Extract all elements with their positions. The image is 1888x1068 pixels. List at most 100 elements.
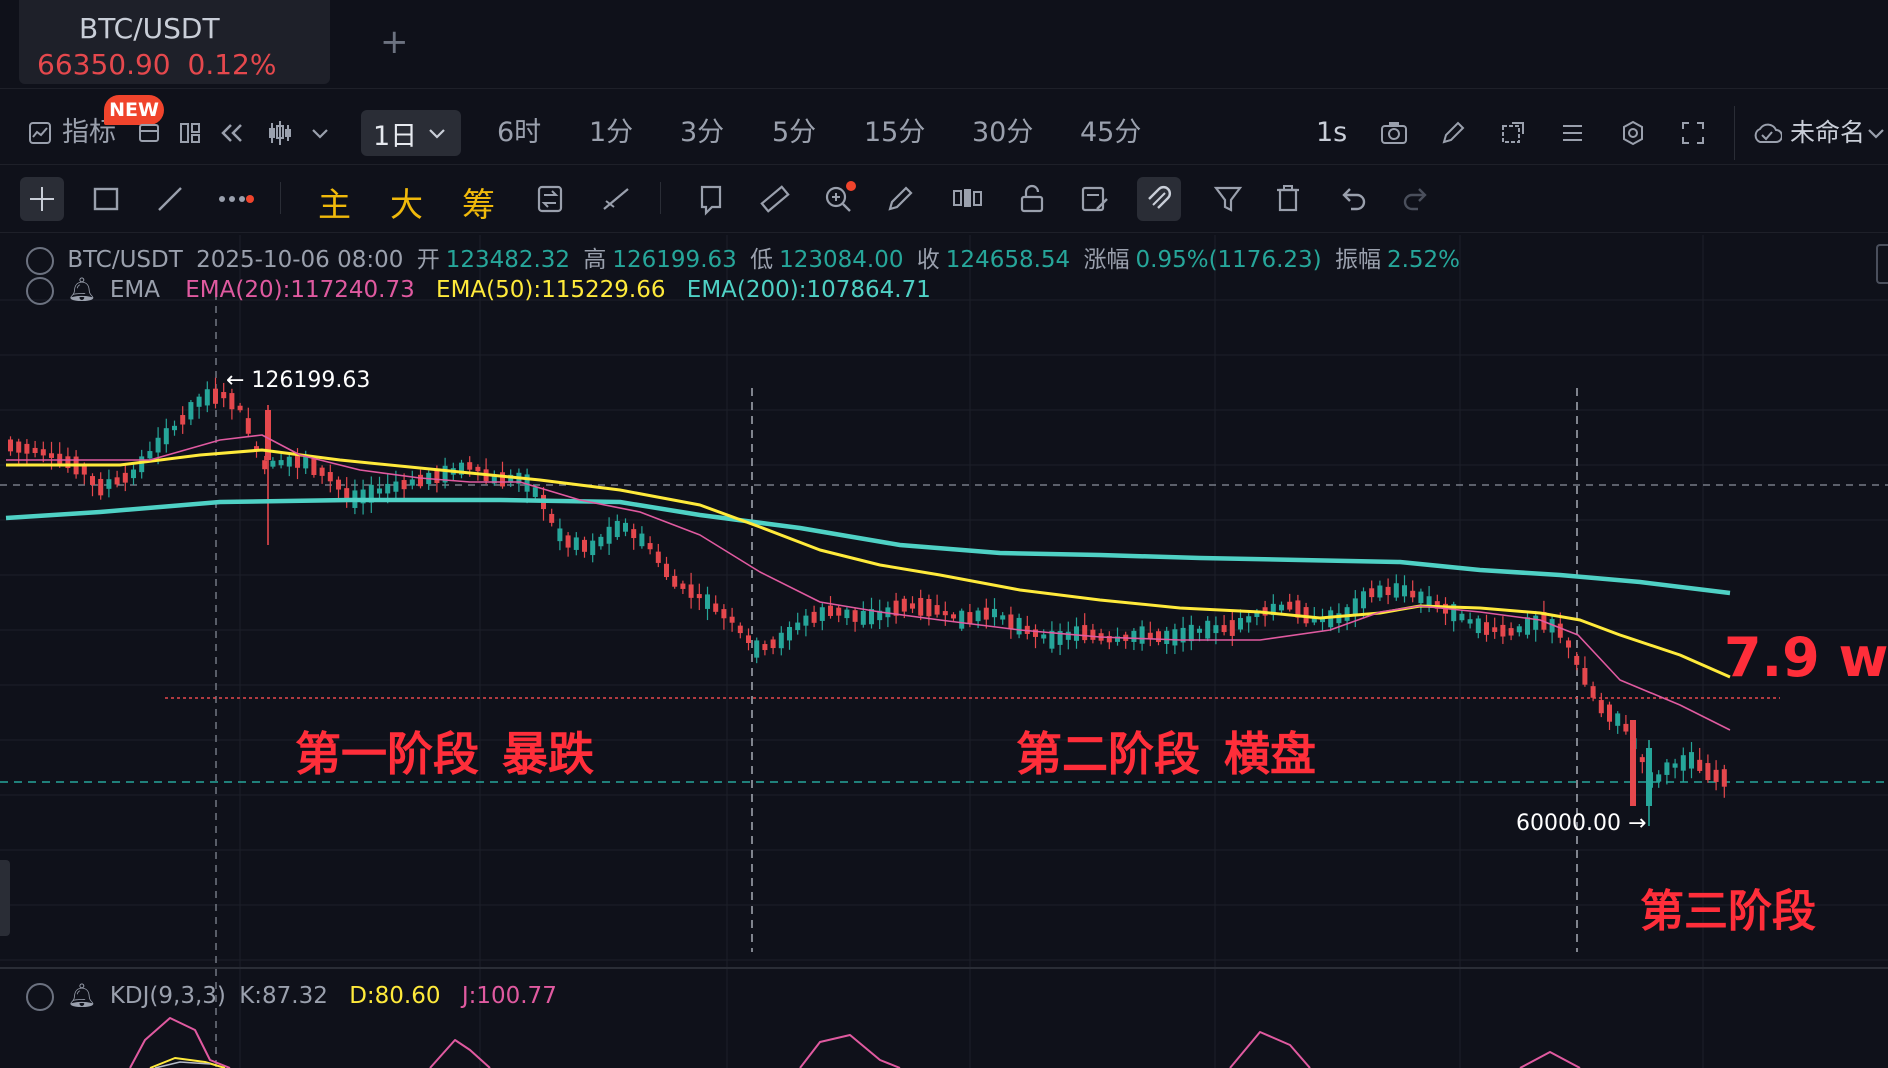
redo-button[interactable] <box>1394 177 1438 221</box>
candle-body <box>40 449 46 456</box>
candle-body <box>368 484 374 503</box>
ema50-value: EMA(50):115229.66 <box>436 277 666 303</box>
filter-tool[interactable] <box>1206 177 1250 221</box>
symbol-tab[interactable]: BTC/USDT 66350.90 0.12% <box>19 0 330 84</box>
candle-body <box>131 469 136 479</box>
redo-icon <box>1403 188 1427 211</box>
candle-body <box>762 644 768 651</box>
swap-icon <box>537 185 563 213</box>
layout-grid-icon[interactable] <box>178 121 202 145</box>
divider <box>1734 106 1735 160</box>
refresh-rate[interactable]: 1s <box>1316 117 1348 148</box>
kdj-j-line <box>1519 1051 1581 1068</box>
right-panel-handle[interactable] <box>1876 244 1888 284</box>
candle-body <box>1287 601 1293 610</box>
kdj-k-line <box>154 1061 211 1068</box>
legend-symbol: BTC/USDT <box>67 247 183 273</box>
candle-body <box>557 528 563 542</box>
pattern-tool[interactable] <box>945 177 989 221</box>
trash-icon <box>1277 185 1299 212</box>
candle-body <box>475 466 481 472</box>
interval-1m[interactable]: 1分 <box>589 117 634 148</box>
candle-body <box>1320 616 1325 623</box>
candle-body <box>672 575 678 587</box>
candle-body <box>49 453 54 458</box>
candle-body <box>524 474 530 492</box>
candle-body <box>951 614 956 619</box>
indicator-chart-icon[interactable] <box>28 121 52 145</box>
collapse-toggle-icon[interactable] <box>26 982 54 1011</box>
candle-body <box>746 635 751 643</box>
compare-tool[interactable] <box>528 177 572 221</box>
crosshair-tool[interactable] <box>20 177 64 221</box>
interval-selector[interactable]: 1日 <box>361 110 461 156</box>
new-badge: NEW <box>104 95 164 125</box>
candle-body <box>57 453 63 464</box>
candle-body <box>491 476 497 484</box>
candle-body <box>1188 624 1194 642</box>
candle-body <box>1680 755 1686 771</box>
candle-body <box>442 465 448 483</box>
collapse-toggle-icon[interactable] <box>26 246 54 275</box>
rectangle-tool[interactable] <box>84 177 128 221</box>
settings-icon[interactable] <box>1620 120 1646 146</box>
candle-body <box>811 611 817 623</box>
collapse-toggle-icon[interactable] <box>26 276 54 305</box>
zoom-tool[interactable] <box>817 177 861 221</box>
chevron-down-icon[interactable] <box>1866 124 1886 144</box>
candle-body <box>992 608 997 618</box>
candle-body <box>1147 632 1153 639</box>
chip-distribution-button[interactable]: 筹 <box>462 185 495 224</box>
cloud-icon[interactable] <box>1752 120 1782 146</box>
chevron-down-icon[interactable] <box>310 124 330 144</box>
candle-body <box>713 603 719 612</box>
candle-body <box>942 611 948 616</box>
popout-icon[interactable] <box>1500 120 1526 146</box>
candle-body <box>1656 774 1662 782</box>
main-chart-button[interactable]: 主 <box>318 185 351 224</box>
more-tools[interactable] <box>212 177 256 221</box>
interval-15m[interactable]: 15分 <box>864 117 926 148</box>
price-chart[interactable] <box>0 230 1888 1068</box>
replay-back-icon[interactable] <box>218 121 246 145</box>
bell-icon[interactable]: 🔔︎ <box>67 983 97 1009</box>
candle-body <box>631 529 637 539</box>
lock-tool[interactable] <box>1010 177 1054 221</box>
magnet-tool[interactable] <box>1137 177 1181 221</box>
candle-body <box>1065 631 1071 640</box>
ruler-tool[interactable] <box>753 177 797 221</box>
open-label: 开 <box>416 247 440 273</box>
text-note-tool[interactable] <box>690 177 734 221</box>
interval-5m[interactable]: 5分 <box>772 117 817 148</box>
interval-45m[interactable]: 45分 <box>1080 117 1142 148</box>
candle-body <box>877 610 883 621</box>
add-tab-button[interactable]: + <box>380 22 409 62</box>
delete-tool[interactable] <box>1266 177 1310 221</box>
interval-30m[interactable]: 30分 <box>972 117 1034 148</box>
candle-body <box>770 639 776 649</box>
left-panel-handle[interactable] <box>0 860 10 936</box>
candle-body <box>705 594 710 609</box>
brush-tool[interactable] <box>880 177 924 221</box>
interval-6h[interactable]: 6时 <box>497 117 542 148</box>
measure-tool[interactable] <box>594 177 638 221</box>
big-order-button[interactable]: 大 <box>390 185 423 224</box>
candle-body <box>1393 583 1399 598</box>
interval-3m[interactable]: 3分 <box>680 117 725 148</box>
list-icon[interactable] <box>1560 120 1586 146</box>
ohlc-legend: BTC/USDT 2025-10-06 08:00 开 123482.32 高 12… <box>26 240 1466 275</box>
template-icon[interactable] <box>137 121 161 145</box>
bell-icon[interactable]: 🔔︎ <box>67 277 97 303</box>
fullscreen-icon[interactable] <box>1680 120 1706 146</box>
candle-body <box>1156 631 1161 642</box>
change-label: 涨幅 <box>1083 247 1130 273</box>
pencil-icon[interactable] <box>1440 120 1466 146</box>
camera-icon[interactable] <box>1380 120 1408 146</box>
candle-type-icon[interactable] <box>266 119 294 147</box>
undo-button[interactable] <box>1331 177 1375 221</box>
candle-body <box>1713 769 1719 782</box>
trendline-tool[interactable] <box>148 177 192 221</box>
template-tool[interactable] <box>1073 177 1117 221</box>
layout-name[interactable]: 未命名 <box>1790 118 1866 147</box>
candle-body <box>1475 618 1481 634</box>
